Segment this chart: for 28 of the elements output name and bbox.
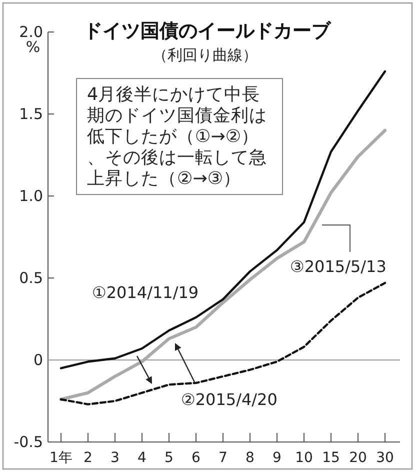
y-tick-label: 1.0	[19, 187, 43, 205]
x-tick-label: 6	[192, 450, 201, 466]
x-tick-label: 4	[138, 450, 147, 466]
x-tick-label: 15	[322, 450, 340, 466]
y-tick-label: 2.0	[19, 23, 43, 41]
x-tick-label: 3	[110, 450, 120, 466]
x-tick-label: 30	[376, 450, 394, 466]
y-tick-label: -0.5	[14, 433, 43, 451]
y-axis-title: %	[26, 38, 40, 56]
x-tick-label: 2	[84, 450, 92, 466]
annotation: 4月後半にかけて中長期のドイツ国債金利は低下したが（①→②）、その後は一転して急上昇した（②→③）	[76, 78, 283, 195]
series-label: ①2014/11/19	[92, 283, 199, 302]
series-label: ②2015/4/20	[181, 390, 278, 409]
x-tick-label: 20	[349, 450, 367, 466]
x-tick-label: 1年	[50, 450, 72, 466]
x-tick-label: 8	[246, 450, 254, 466]
x-tick-label: 10	[295, 450, 313, 466]
chart-title: ドイツ国債のイールドカーブ	[84, 20, 332, 42]
y-tick-label: 0.5	[19, 269, 43, 287]
y-tick-label: 1.5	[19, 105, 43, 123]
y-tick-label: 0	[33, 351, 43, 369]
line-series	[60, 70, 386, 370]
series-label: ③2015/5/13	[290, 257, 386, 276]
x-tick-label: 7	[218, 450, 228, 466]
line-series	[60, 282, 386, 406]
text: （利回り曲線）	[152, 46, 258, 64]
x-tick-label: 5	[164, 450, 174, 466]
x-tick-label: 9	[272, 450, 282, 466]
